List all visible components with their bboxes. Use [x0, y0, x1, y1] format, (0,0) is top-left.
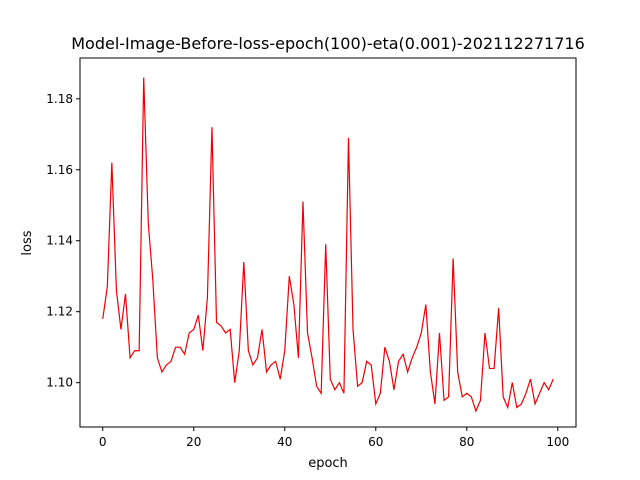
y-tick-label: 1.16 [46, 163, 73, 177]
y-tick-label: 1.12 [46, 305, 73, 319]
x-tick-label: 20 [186, 435, 201, 449]
plot-area [79, 57, 577, 428]
x-tick-label: 0 [99, 435, 107, 449]
y-axis-ticks: 1.10 1.12 1.14 1.16 1.18 [46, 92, 80, 390]
loss-series-line [102, 77, 554, 413]
x-tick-label: 60 [368, 435, 383, 449]
x-axis-label: epoch [308, 456, 348, 471]
y-tick-label: 1.10 [46, 376, 73, 390]
chart-title: Model-Image-Before-loss-epoch(100)-eta(0… [71, 34, 585, 53]
x-tick-label: 80 [459, 435, 474, 449]
axes-frame [79, 57, 577, 428]
y-tick-label: 1.18 [46, 92, 73, 106]
x-tick-label: 100 [546, 435, 569, 449]
y-axis-label: loss [20, 230, 35, 255]
x-axis-ticks: 0 20 40 60 80 100 [99, 427, 569, 449]
y-tick-label: 1.14 [46, 234, 73, 248]
x-tick-label: 40 [277, 435, 292, 449]
